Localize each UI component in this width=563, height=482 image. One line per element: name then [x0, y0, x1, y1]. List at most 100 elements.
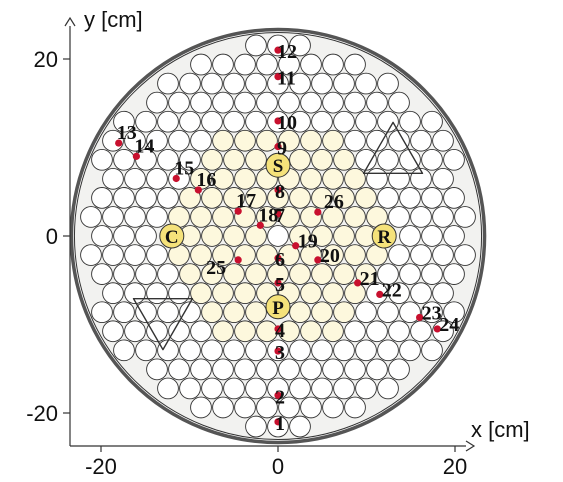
measurement-position-21: 21: [354, 268, 380, 290]
lattice-cell: [322, 282, 344, 305]
lattice-cell: [201, 72, 223, 95]
lattice-cell: [179, 187, 201, 209]
lattice-cell: [311, 263, 333, 285]
lattice-cell: [333, 263, 355, 285]
measurement-label: 5: [275, 274, 285, 296]
lattice-cell: [289, 187, 311, 209]
lattice-cell: [91, 187, 113, 209]
lattice-cell: [190, 244, 212, 266]
y-tick-label: 20: [34, 47, 58, 72]
measurement-point: [274, 186, 282, 194]
lattice-cell: [245, 225, 267, 247]
measurement-point: [234, 207, 242, 215]
lattice-cell: [355, 301, 377, 324]
lattice-cell: [223, 187, 245, 209]
lattice-cell: [234, 167, 256, 190]
lattice-cell: [377, 148, 399, 171]
measurement-point: [274, 117, 282, 125]
lattice-cell: [179, 377, 201, 400]
lattice-cell: [322, 53, 344, 76]
measurement-position-13: 13: [115, 122, 137, 147]
lattice-cell: [355, 72, 377, 95]
measurement-point: [274, 347, 282, 355]
lattice-cell: [168, 282, 190, 305]
lattice-cell: [377, 339, 399, 362]
measurement-label: 20: [320, 245, 340, 267]
lattice-cell: [157, 263, 179, 285]
x-axis-title: x [cm]: [471, 417, 530, 442]
special-element-label: R: [377, 227, 391, 248]
lattice-cell: [443, 187, 465, 209]
lattice-cell: [322, 358, 344, 381]
measurement-label: 16: [196, 169, 216, 191]
special-element-disk: [371, 223, 397, 249]
lattice-cell: [157, 339, 179, 362]
lattice-cell: [201, 148, 223, 171]
lattice-cell: [388, 282, 410, 305]
lattice-cell: [212, 129, 234, 152]
lattice-cell: [102, 244, 124, 266]
lattice-cell: [300, 129, 322, 152]
lattice-cell: [102, 167, 124, 190]
measurement-point: [376, 290, 384, 299]
measurement-position-4: 4: [274, 320, 285, 342]
lattice-cell: [410, 244, 432, 266]
lattice-cell: [267, 415, 289, 438]
lattice-cell: [201, 110, 223, 133]
x-tick-label: 0: [272, 454, 284, 479]
lattice-cell: [245, 148, 267, 171]
lattice-cell: [256, 53, 278, 76]
lattice-cell: [91, 225, 113, 247]
lattice-cell: [377, 187, 399, 209]
measurement-label: 22: [382, 279, 402, 301]
lattice-cell: [212, 244, 234, 266]
lattice-cell: [278, 53, 300, 76]
lattice-cell: [443, 225, 465, 247]
measurement-position-24: 24: [433, 314, 459, 336]
lattice-cell: [377, 377, 399, 400]
lattice-cell: [157, 110, 179, 133]
lattice-cell: [311, 72, 333, 95]
lattice-cell: [201, 377, 223, 400]
measurement-position-5: 5: [274, 274, 285, 296]
lattice-cell: [311, 110, 333, 133]
lattice-cell: [289, 301, 311, 324]
y-axis-title: y [cm]: [84, 7, 143, 32]
lattice-cell: [432, 129, 454, 152]
lattice-cell: [146, 244, 168, 266]
lattice-cell: [223, 377, 245, 400]
lattice-cell: [278, 358, 300, 381]
x-tick-label: 20: [443, 454, 467, 479]
lattice-cell: [113, 225, 135, 247]
lattice-cell: [179, 263, 201, 285]
lattice-cell: [146, 206, 168, 228]
lattice-cell: [443, 148, 465, 171]
lattice-cell: [410, 320, 432, 343]
lattice-cell: [300, 320, 322, 343]
lattice-cell: [146, 358, 168, 381]
lattice-cell: [190, 282, 212, 305]
lattice-cell: [212, 396, 234, 419]
lattice-cell: [344, 129, 366, 152]
lattice-cell: [135, 263, 157, 285]
lattice-cell: [322, 129, 344, 152]
lattice-cell: [113, 110, 135, 133]
lattice-cell: [322, 244, 344, 266]
irradiation-channel-left: [132, 297, 194, 351]
measurement-position-23: 23: [416, 302, 442, 324]
lattice-cell: [212, 320, 234, 343]
measurement-point: [274, 391, 282, 399]
measurement-label: 15: [174, 157, 194, 179]
lattice-cell: [190, 358, 212, 381]
measurement-position-10: 10: [274, 112, 297, 134]
lattice-cell: [256, 91, 278, 114]
lattice-cell: [234, 396, 256, 419]
lattice-cell: [289, 72, 311, 95]
lattice-cell: [300, 282, 322, 305]
lattice-cell: [355, 110, 377, 133]
measurement-label: 4: [275, 320, 285, 342]
lattice-cell: [80, 244, 102, 266]
measurement-position-15: 15: [172, 157, 194, 183]
measurement-position-25: 25: [206, 256, 242, 279]
lattice-cell: [124, 167, 146, 190]
